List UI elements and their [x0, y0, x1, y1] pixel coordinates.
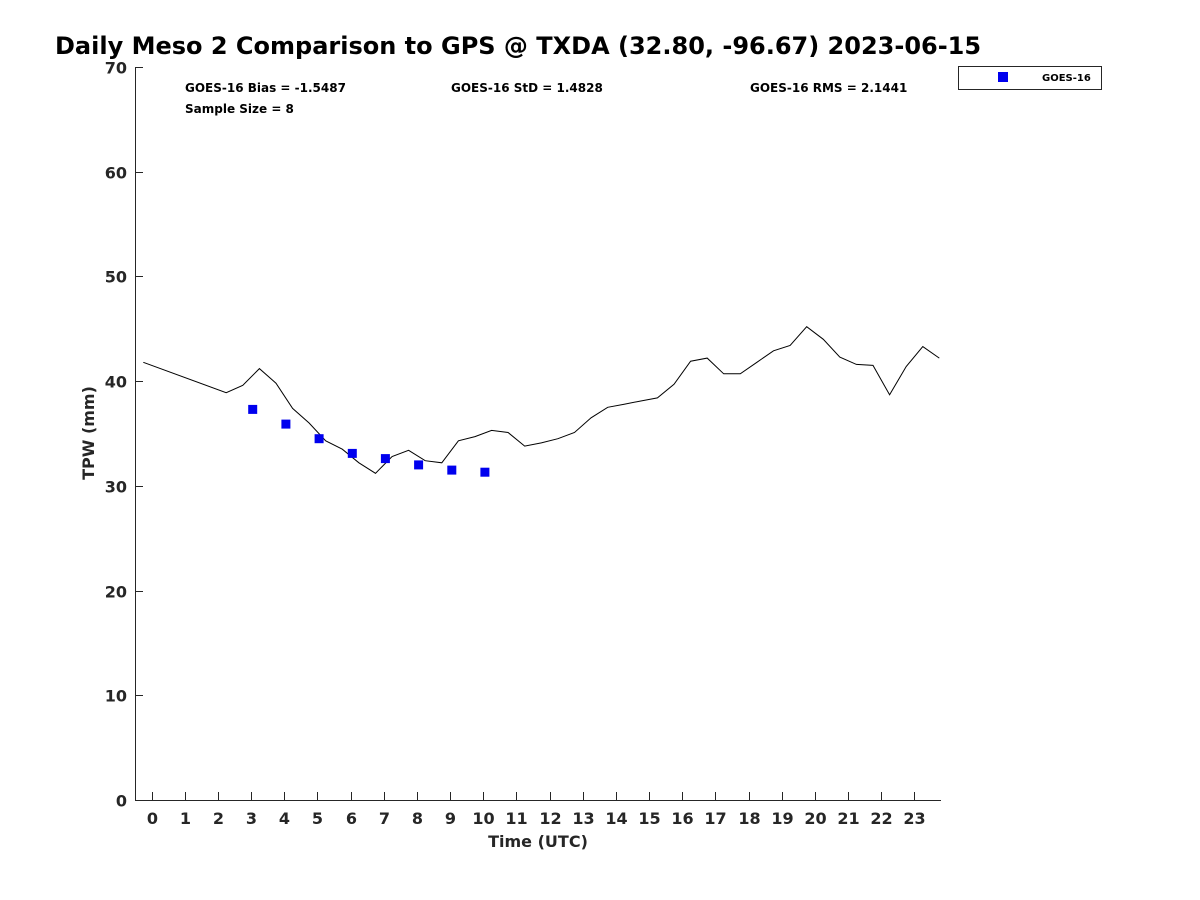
x-tick-label: 12	[539, 809, 561, 828]
gps-line	[143, 326, 940, 474]
goes16-point	[281, 419, 291, 429]
y-ticks: 0 10 20 30 40 50 60 70	[105, 59, 143, 811]
x-tick-label: 14	[605, 809, 627, 828]
gps-series	[143, 326, 940, 474]
x-tick-label: 21	[837, 809, 859, 828]
y-tick-label: 20	[105, 583, 127, 602]
legend: GOES-16	[958, 66, 1102, 90]
rms-stat: GOES-16 RMS = 2.1441	[750, 81, 907, 95]
sample-size-stat: Sample Size = 8	[185, 102, 294, 116]
y-tick-label: 70	[105, 59, 127, 78]
std-stat: GOES-16 StD = 1.4828	[451, 81, 603, 95]
x-tick-label: 17	[704, 809, 726, 828]
x-tick-label: 19	[771, 809, 793, 828]
legend-label-goes16: GOES-16	[1042, 73, 1091, 84]
chart-title: Daily Meso 2 Comparison to GPS @ TXDA (3…	[55, 32, 981, 60]
legend-box	[958, 66, 1102, 90]
goes16-point	[314, 434, 324, 444]
y-tick-label: 10	[105, 687, 127, 706]
x-tick-label: 2	[213, 809, 224, 828]
x-tick-label: 18	[738, 809, 760, 828]
x-tick-label: 13	[572, 809, 594, 828]
y-tick-label: 50	[105, 268, 127, 287]
x-tick-label: 6	[346, 809, 357, 828]
x-ticks: 0 1 2 3 4 5 6 7 8 9 10 11 12 13 14 15 16 17 18 19 20 21 22 23	[147, 792, 926, 828]
goes16-point	[248, 404, 258, 414]
goes16-point	[447, 465, 457, 475]
x-tick-label: 23	[903, 809, 925, 828]
x-tick-label: 20	[804, 809, 826, 828]
y-tick-label: 60	[105, 164, 127, 183]
x-tick-label: 3	[246, 809, 257, 828]
x-tick-label: 22	[870, 809, 892, 828]
y-tick-label: 40	[105, 373, 127, 392]
x-tick-label: 15	[638, 809, 660, 828]
y-axis-label: TPW (mm)	[79, 386, 98, 480]
x-tick-label: 4	[279, 809, 290, 828]
goes16-point	[380, 454, 390, 464]
x-tick-label: 7	[379, 809, 390, 828]
bias-stat: GOES-16 Bias = -1.5487	[185, 81, 346, 95]
y-tick-label: 0	[116, 792, 127, 811]
goes16-point	[347, 448, 357, 458]
x-axis-label: Time (UTC)	[488, 832, 588, 851]
legend-marker-goes16	[998, 72, 1008, 82]
y-tick-label: 30	[105, 478, 127, 497]
x-tick-label: 1	[180, 809, 191, 828]
x-tick-label: 5	[312, 809, 323, 828]
x-tick-label: 10	[472, 809, 494, 828]
x-tick-label: 0	[147, 809, 158, 828]
stats-annotations: GOES-16 Bias = -1.5487 GOES-16 StD = 1.4…	[185, 81, 907, 116]
x-tick-label: 8	[412, 809, 423, 828]
x-tick-label: 11	[505, 809, 527, 828]
goes16-point	[480, 467, 490, 477]
goes16-series	[248, 404, 490, 477]
x-tick-label: 16	[671, 809, 693, 828]
goes16-point	[414, 460, 424, 470]
x-tick-label: 9	[445, 809, 456, 828]
